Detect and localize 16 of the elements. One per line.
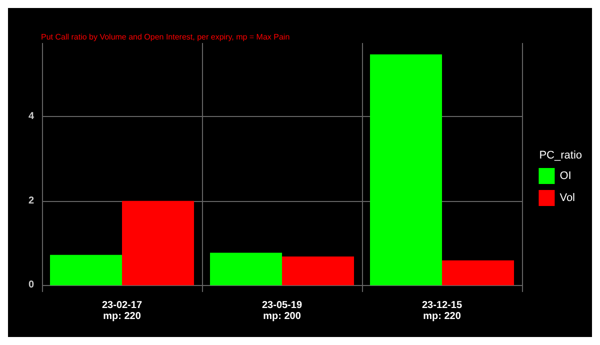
x-tick-label: 23-12-15 mp: 220 <box>422 300 462 322</box>
bar <box>50 254 122 286</box>
y-tick-label: 4 <box>28 110 34 122</box>
y-tick-label: 0 <box>28 280 34 291</box>
legend-label: OI <box>560 170 572 182</box>
x-tick-label: 23-05-19 mp: 200 <box>262 300 302 322</box>
bar <box>370 54 442 286</box>
bar <box>442 260 514 286</box>
bar <box>282 256 354 286</box>
bar <box>122 200 194 286</box>
y-tick-label: 2 <box>28 195 34 206</box>
legend-label: Vol <box>560 192 576 204</box>
legend-title: PC_ratio <box>539 150 582 162</box>
chart-subtitle: Put Call ratio by Volume and Open Interest, per expiry, mp = Max Pain <box>41 32 290 42</box>
bar <box>210 252 282 286</box>
x-tick-label: 23-02-17 mp: 220 <box>102 300 142 322</box>
